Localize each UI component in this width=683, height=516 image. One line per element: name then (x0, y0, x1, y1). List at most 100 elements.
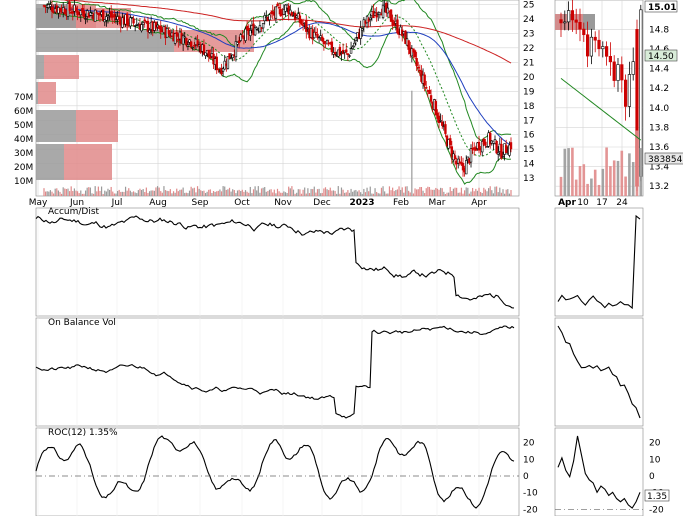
volume-bar (89, 187, 91, 196)
volume-bar (494, 186, 496, 196)
volume-bar (172, 191, 175, 196)
volume-bar (451, 191, 453, 196)
lower-panel-frame (35, 207, 520, 317)
candle-body (477, 141, 481, 151)
volume-bar (187, 193, 189, 196)
volume-bar (510, 190, 512, 196)
candle-body (133, 25, 137, 27)
volume-bar (340, 187, 343, 196)
volume-bar (78, 193, 80, 196)
volume-bar (211, 192, 213, 196)
vbp-bar-down (76, 110, 118, 142)
volume-bar (363, 188, 365, 196)
volume-bar (448, 192, 450, 196)
candle-body (330, 41, 334, 53)
volume-bar (392, 187, 394, 196)
candle-body (429, 95, 433, 102)
volume-bar (361, 193, 363, 196)
candle-body (177, 39, 180, 41)
candle-body (441, 121, 444, 126)
candle-body (450, 146, 454, 158)
candle-body (453, 155, 457, 160)
candle-body (82, 10, 86, 18)
candle-body (159, 25, 162, 33)
volume-bar (217, 190, 219, 196)
zoom-volume-bar (582, 164, 586, 196)
zoom-roc-tick-label: -20 (649, 505, 664, 515)
volume-bar (148, 191, 151, 196)
volume-bar (432, 189, 434, 196)
volume-bar (67, 188, 69, 196)
volume-tick-label: 30M (14, 149, 33, 159)
volume-bar (435, 187, 437, 196)
candle-body (485, 146, 489, 148)
candle-body (489, 132, 492, 145)
candle-body (501, 156, 505, 158)
volume-bar (507, 189, 509, 196)
volume-bar (185, 192, 187, 196)
volume-bar (468, 193, 471, 196)
volume-bar (51, 191, 53, 196)
vbp-bar-down (38, 82, 56, 104)
candle-body (255, 27, 258, 30)
volume-bar (198, 188, 200, 196)
volume-bar (145, 187, 147, 196)
candle-body (346, 53, 350, 56)
candle-body (146, 20, 150, 32)
candle-body (345, 49, 348, 53)
x-axis-month-label: Oct (234, 198, 250, 208)
candle-body (167, 30, 170, 34)
volume-bar (97, 186, 99, 196)
volume-bar (160, 191, 162, 196)
candle-body (444, 124, 447, 134)
volume-bar (347, 190, 349, 196)
volume-bar (68, 191, 71, 196)
volume-bar (118, 189, 120, 196)
volume-bar (292, 189, 295, 196)
volume-bar (430, 189, 432, 196)
volume-bar (406, 186, 408, 196)
price-tag (644, 49, 678, 62)
volume-bar (379, 193, 381, 196)
zoom-candle-body (566, 10, 571, 23)
volume-bar (129, 190, 131, 196)
volume-bar (304, 187, 306, 196)
volume-bar (193, 187, 195, 196)
volume-bar (59, 191, 61, 196)
price-tick-label: 25 (523, 0, 534, 10)
candle-body (193, 45, 196, 47)
candle-body (396, 19, 399, 34)
candle-body (148, 29, 151, 33)
volume-bar (120, 191, 122, 196)
volume-bar (44, 191, 47, 196)
volume-bar (504, 193, 506, 196)
zoom-x-label: 17 (596, 198, 607, 208)
volume-bar (342, 189, 344, 196)
volume-bar (323, 188, 325, 196)
volume-bar (139, 188, 141, 196)
volume-bar (438, 189, 440, 196)
volume-bar (291, 186, 293, 196)
volume-bar (475, 188, 477, 196)
volume-bar (136, 193, 138, 196)
volume-bar (276, 188, 279, 196)
volume-bar (76, 191, 79, 196)
zoom-price-tick: 14.8 (649, 25, 669, 35)
volume-bar (88, 187, 90, 196)
zoom-candle-body (574, 19, 578, 23)
volume-bar (300, 193, 303, 196)
zoom-x-label: 10 (577, 198, 589, 208)
zoom-volume-bar (601, 168, 605, 196)
x-axis-month-label: Dec (313, 198, 330, 208)
price-tick-label: 17 (523, 116, 534, 126)
obv-title-text: On Balance Vol (48, 318, 116, 328)
candle-body (185, 38, 188, 46)
zoom-price-tick: 13.4 (649, 163, 669, 173)
candle-body (234, 41, 238, 58)
volume-bar (403, 192, 405, 196)
volume-bar (161, 192, 163, 196)
volume-bar (155, 187, 157, 196)
candle-body (484, 141, 487, 146)
candle-body (415, 58, 418, 67)
roc-tag-text: 1.35 (647, 492, 667, 502)
